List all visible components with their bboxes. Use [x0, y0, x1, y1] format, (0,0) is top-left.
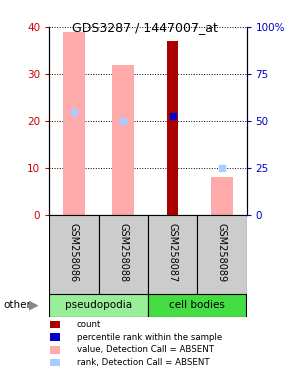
Bar [49, 215, 99, 294]
Text: count: count [77, 320, 101, 329]
Text: GSM258088: GSM258088 [118, 223, 128, 282]
Bar [50, 346, 60, 354]
Bar [50, 359, 60, 366]
Text: percentile rank within the sample: percentile rank within the sample [77, 333, 222, 342]
Text: value, Detection Call = ABSENT: value, Detection Call = ABSENT [77, 345, 214, 354]
Text: ▶: ▶ [28, 299, 38, 312]
Text: GSM258086: GSM258086 [69, 223, 79, 282]
Bar [197, 215, 246, 294]
Bar [167, 41, 178, 215]
Text: pseudopodia: pseudopodia [65, 300, 132, 310]
Bar [148, 294, 246, 317]
Bar [211, 177, 233, 215]
Text: rank, Detection Call = ABSENT: rank, Detection Call = ABSENT [77, 358, 209, 367]
Text: other: other [3, 300, 31, 310]
Bar [50, 321, 60, 328]
Bar [49, 294, 148, 317]
Bar [112, 65, 134, 215]
Bar [50, 333, 60, 341]
Bar [148, 215, 197, 294]
Text: GDS3287 / 1447007_at: GDS3287 / 1447007_at [72, 21, 218, 34]
Bar [63, 31, 85, 215]
Text: GSM258089: GSM258089 [217, 223, 227, 282]
Text: GSM258087: GSM258087 [168, 223, 177, 283]
Bar [99, 215, 148, 294]
Text: cell bodies: cell bodies [169, 300, 225, 310]
